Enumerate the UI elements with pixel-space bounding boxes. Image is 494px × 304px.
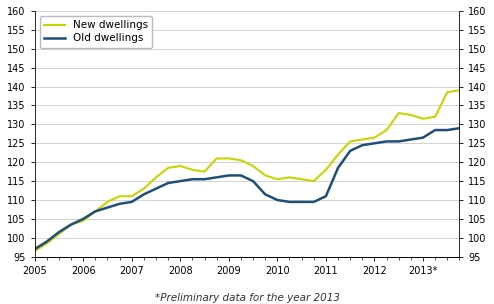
Old dwellings — [432, 128, 438, 132]
New dwellings — [493, 96, 494, 100]
New dwellings — [117, 195, 123, 198]
Old dwellings — [408, 138, 414, 141]
Old dwellings — [323, 195, 329, 198]
Old dwellings — [250, 179, 256, 183]
Old dwellings — [359, 143, 365, 147]
New dwellings — [432, 115, 438, 119]
New dwellings — [214, 157, 220, 160]
New dwellings — [44, 242, 50, 245]
New dwellings — [408, 113, 414, 117]
New dwellings — [202, 170, 207, 174]
Old dwellings — [335, 166, 341, 170]
New dwellings — [80, 219, 86, 223]
Old dwellings — [165, 181, 171, 185]
New dwellings — [359, 138, 365, 141]
Old dwellings — [141, 192, 147, 196]
Old dwellings — [469, 132, 475, 136]
New dwellings — [165, 166, 171, 170]
Old dwellings — [92, 209, 98, 213]
New dwellings — [262, 174, 268, 177]
New dwellings — [299, 178, 305, 181]
New dwellings — [56, 232, 62, 236]
New dwellings — [335, 153, 341, 157]
Old dwellings — [238, 174, 244, 177]
Old dwellings — [56, 230, 62, 234]
Old dwellings — [444, 128, 450, 132]
New dwellings — [456, 88, 462, 92]
Old dwellings — [153, 187, 159, 191]
Old dwellings — [32, 247, 38, 251]
Old dwellings — [396, 140, 402, 143]
New dwellings — [32, 249, 38, 253]
New dwellings — [104, 200, 110, 204]
New dwellings — [153, 175, 159, 179]
New dwellings — [226, 157, 232, 160]
New dwellings — [250, 164, 256, 168]
New dwellings — [396, 111, 402, 115]
Line: New dwellings: New dwellings — [35, 66, 494, 251]
Old dwellings — [347, 149, 353, 153]
New dwellings — [238, 158, 244, 162]
Old dwellings — [384, 140, 390, 143]
Old dwellings — [481, 136, 487, 140]
Old dwellings — [129, 200, 135, 204]
Old dwellings — [68, 223, 74, 226]
Old dwellings — [226, 174, 232, 177]
Old dwellings — [104, 206, 110, 209]
Old dwellings — [177, 179, 183, 183]
Old dwellings — [117, 202, 123, 206]
New dwellings — [347, 140, 353, 143]
Old dwellings — [299, 200, 305, 204]
New dwellings — [274, 178, 280, 181]
New dwellings — [481, 102, 487, 105]
Old dwellings — [456, 126, 462, 130]
Old dwellings — [262, 192, 268, 196]
New dwellings — [141, 187, 147, 191]
New dwellings — [287, 175, 292, 179]
New dwellings — [189, 168, 195, 171]
Old dwellings — [44, 240, 50, 244]
Line: Old dwellings: Old dwellings — [35, 123, 494, 249]
Old dwellings — [202, 178, 207, 181]
Old dwellings — [189, 178, 195, 181]
New dwellings — [420, 117, 426, 121]
New dwellings — [92, 209, 98, 213]
New dwellings — [323, 168, 329, 171]
Old dwellings — [420, 136, 426, 140]
New dwellings — [444, 90, 450, 94]
New dwellings — [384, 128, 390, 132]
New dwellings — [68, 223, 74, 226]
New dwellings — [177, 164, 183, 168]
New dwellings — [311, 179, 317, 183]
Old dwellings — [287, 200, 292, 204]
Old dwellings — [214, 175, 220, 179]
New dwellings — [469, 98, 475, 102]
New dwellings — [129, 195, 135, 198]
Old dwellings — [80, 217, 86, 221]
Text: *Preliminary data for the year 2013: *Preliminary data for the year 2013 — [155, 293, 339, 303]
Old dwellings — [274, 198, 280, 202]
Old dwellings — [311, 200, 317, 204]
Old dwellings — [371, 141, 377, 145]
Legend: New dwellings, Old dwellings: New dwellings, Old dwellings — [40, 16, 153, 48]
Old dwellings — [493, 130, 494, 134]
New dwellings — [371, 136, 377, 140]
